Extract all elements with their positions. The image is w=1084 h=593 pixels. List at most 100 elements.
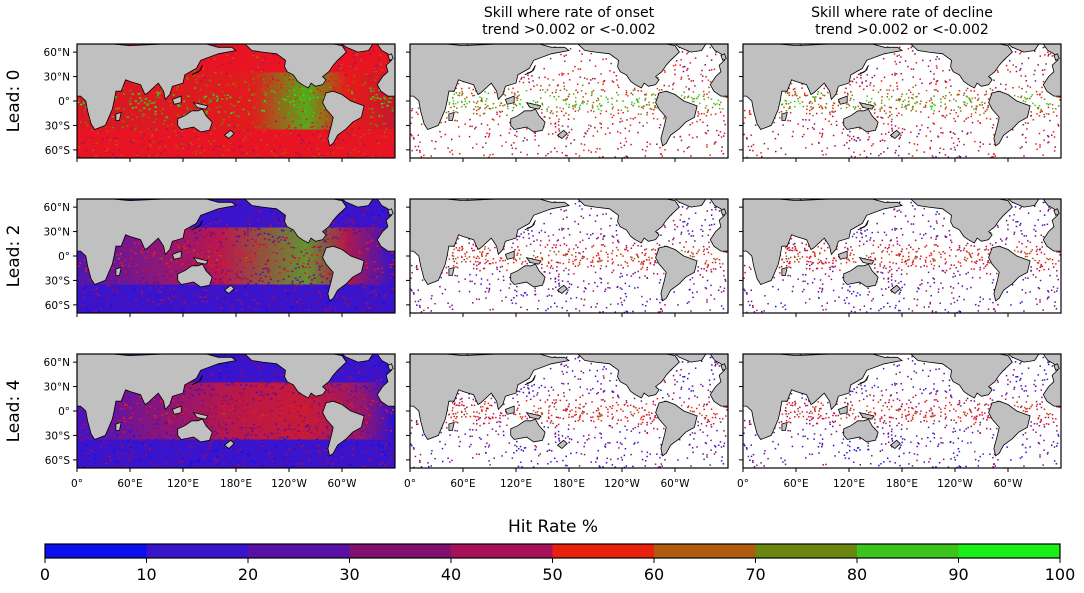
noise-cell (262, 69, 265, 71)
noise-cell (116, 298, 119, 301)
noise-cell (267, 267, 270, 269)
column-title-onset-line2: trend >0.002 or <-0.002 (482, 22, 656, 38)
skill-point (484, 91, 486, 93)
skill-point (954, 120, 957, 123)
noise-cell (241, 202, 244, 205)
skill-point (448, 103, 451, 105)
noise-cell (274, 154, 277, 157)
noise-cell (376, 55, 379, 58)
skill-point (687, 95, 690, 97)
skill-point (911, 45, 913, 48)
noise-cell (126, 116, 129, 118)
noise-cell (124, 259, 127, 261)
noise-cell (349, 301, 352, 303)
skill-point (527, 74, 529, 77)
noise-cell (95, 142, 98, 144)
skill-point (544, 76, 546, 79)
skill-point (612, 106, 614, 108)
noise-cell (229, 103, 232, 105)
noise-cell (221, 262, 224, 264)
row-labels: Lead: 0 Lead: 2 Lead: 4 (4, 70, 24, 443)
noise-cell (207, 272, 210, 274)
noise-cell (266, 156, 269, 158)
noise-cell (378, 220, 381, 223)
skill-point (944, 80, 947, 82)
skill-point (560, 110, 563, 113)
noise-cell (368, 149, 371, 151)
noise-cell (205, 268, 208, 271)
noise-cell (264, 123, 267, 125)
noise-cell (260, 77, 263, 79)
skill-point (558, 130, 561, 132)
skill-point (688, 89, 690, 91)
skill-point (708, 91, 710, 93)
skill-point (939, 147, 941, 150)
skill-point (1020, 95, 1023, 97)
noise-cell (207, 102, 210, 104)
noise-cell (220, 131, 223, 133)
noise-cell (97, 299, 100, 301)
skill-point (821, 112, 823, 115)
skill-point (788, 107, 790, 110)
noise-cell (243, 81, 246, 83)
noise-cell (115, 108, 118, 110)
noise-cell (256, 208, 259, 211)
noise-cell (252, 52, 255, 55)
skill-point (930, 108, 933, 110)
skill-point (717, 99, 720, 102)
noise-cell (342, 288, 345, 290)
skill-point (638, 97, 641, 100)
noise-cell (111, 126, 114, 129)
skill-point (908, 96, 910, 99)
noise-cell (294, 127, 297, 129)
noise-cell (213, 127, 216, 130)
skill-point (637, 89, 639, 92)
skill-point (565, 98, 567, 100)
skill-point (784, 99, 787, 102)
noise-cell (296, 97, 299, 100)
skill-point (583, 143, 586, 146)
noise-cell (284, 112, 287, 115)
noise-cell (248, 84, 251, 86)
skill-point (789, 107, 791, 110)
skill-point (907, 100, 910, 103)
skill-point (440, 121, 442, 124)
skill-point (916, 135, 918, 138)
noise-cell (353, 148, 356, 151)
noise-cell (378, 89, 381, 91)
noise-cell (246, 260, 249, 263)
noise-cell (359, 59, 362, 61)
noise-cell (225, 149, 228, 151)
noise-cell (360, 60, 363, 62)
noise-cell (130, 257, 133, 260)
noise-cell (158, 146, 161, 149)
skill-point (888, 89, 891, 91)
skill-point (984, 110, 987, 113)
skill-point (1049, 52, 1052, 55)
noise-cell (377, 294, 380, 296)
skill-point (435, 140, 437, 143)
skill-point (970, 101, 973, 104)
noise-cell (227, 294, 230, 297)
skill-point (540, 85, 542, 87)
noise-cell (307, 148, 310, 150)
skill-point (936, 79, 939, 82)
noise-cell (225, 283, 228, 286)
skill-point (477, 108, 480, 111)
noise-cell (149, 127, 152, 130)
skill-point (410, 109, 413, 112)
noise-cell (373, 304, 376, 307)
noise-cell (315, 150, 318, 153)
skill-point (719, 101, 722, 104)
noise-cell (90, 136, 93, 139)
skill-point (842, 128, 845, 130)
noise-cell (263, 100, 266, 102)
noise-cell (381, 69, 384, 71)
skill-point (439, 130, 441, 133)
noise-cell (316, 148, 319, 150)
skill-point (746, 138, 748, 140)
noise-cell (254, 239, 257, 241)
noise-cell (358, 73, 361, 75)
noise-cell (154, 106, 157, 108)
skill-point (1027, 85, 1029, 87)
